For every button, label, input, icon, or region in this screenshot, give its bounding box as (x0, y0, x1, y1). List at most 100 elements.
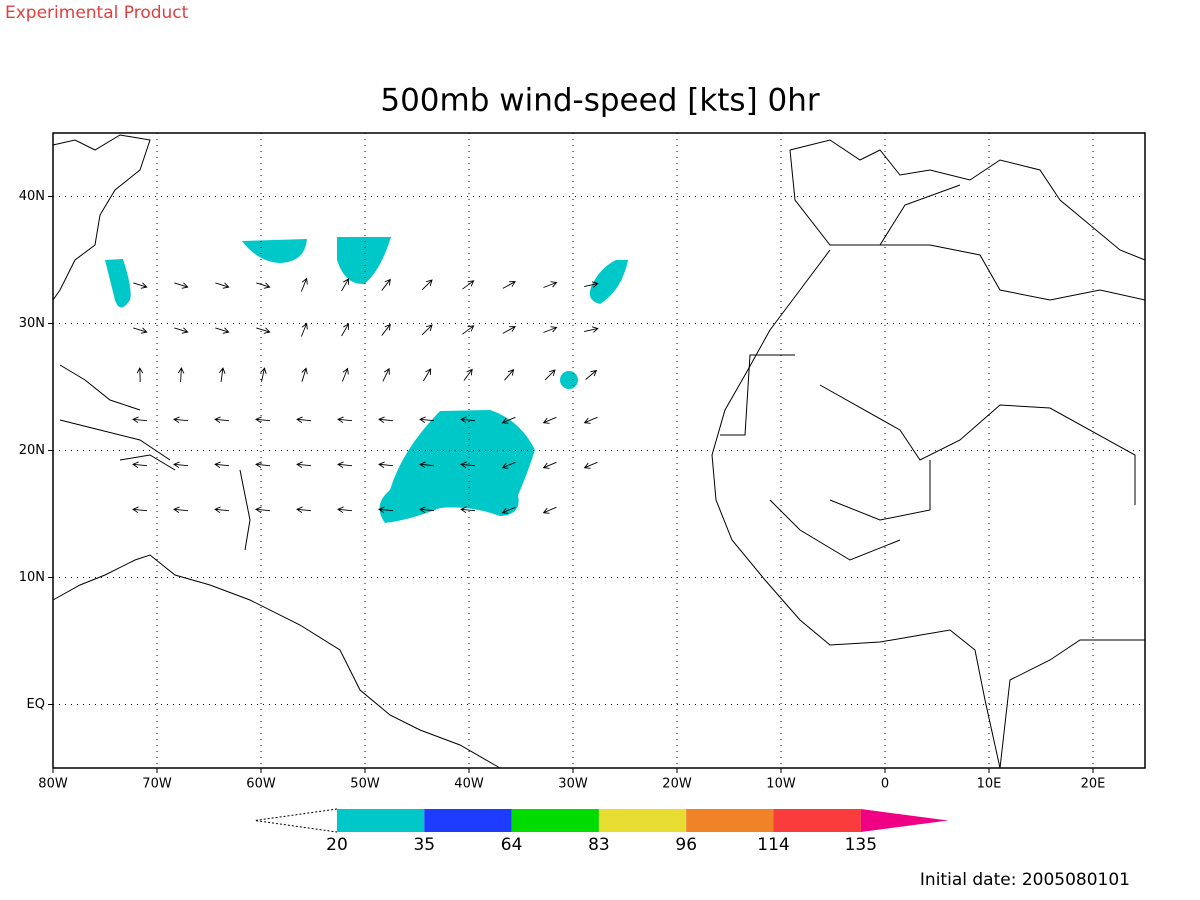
shade-region (379, 410, 535, 523)
wind-arrow (419, 416, 435, 424)
wind-arrow (543, 326, 558, 333)
x-tick-label: 50W (350, 777, 380, 792)
wind-arrow (544, 369, 556, 381)
colorbar-open-end (254, 808, 338, 833)
wind-arrow (173, 506, 189, 514)
wind-arrow (132, 506, 148, 514)
colorbar-label: 64 (501, 835, 523, 855)
wind-arrow (132, 416, 148, 424)
y-tick-label: 10N (19, 570, 45, 585)
wind-arrow (542, 416, 557, 424)
wind-arrow (382, 367, 390, 382)
wind-arrow (462, 280, 475, 290)
map-title: 500mb wind-speed [kts] 0hr (380, 83, 820, 119)
wind-arrow (133, 327, 148, 334)
wind-arrow (501, 461, 516, 469)
x-tick-label: 0 (881, 777, 889, 792)
colorbar-label: 114 (757, 835, 789, 855)
wind-arrow (460, 506, 476, 514)
wind-arrow (219, 367, 226, 382)
colorbar-label: 83 (588, 835, 610, 855)
product-note: Experimental Product (5, 3, 189, 23)
wind-arrow (584, 326, 599, 333)
wind-arrow (504, 368, 515, 381)
wind-arrow (378, 506, 394, 514)
x-tick-label: 20W (662, 777, 692, 792)
wind-arrow (174, 327, 189, 334)
wind-arrow (502, 326, 516, 334)
wind-arrow (341, 323, 349, 337)
x-tick-label: 20E (1081, 777, 1106, 792)
wind-arrow (256, 327, 271, 334)
wind-arrow (421, 324, 433, 336)
y-tick-label: 30N (19, 316, 45, 331)
wind-arrow (136, 367, 144, 383)
wind-arrow (381, 278, 391, 291)
wind-arrow (502, 281, 516, 289)
wind-arrow (337, 416, 353, 424)
wind-arrow (542, 461, 557, 469)
wind-arrow (460, 461, 476, 469)
wind-arrow (173, 416, 189, 424)
border (720, 354, 1145, 769)
wind-arrow (215, 327, 230, 334)
colorbar-box (424, 809, 512, 832)
wind-shading (105, 237, 628, 523)
wind-arrow (133, 282, 148, 289)
wind-arrow (501, 416, 516, 424)
wind-arrow (300, 277, 308, 292)
wind-arrow (460, 416, 476, 424)
colorbar-label: 20 (326, 835, 348, 855)
coastline (789, 139, 1146, 261)
x-tick-label: 30W (558, 777, 588, 792)
y-tick-label: 20N (19, 443, 45, 458)
initial-date: Initial date: 2005080101 (920, 870, 1130, 890)
wind-arrow (215, 282, 230, 289)
wind-arrow (173, 461, 189, 469)
wind-arrow (301, 367, 308, 382)
x-tick-label: 10W (766, 777, 796, 792)
wind-arrow (583, 461, 598, 469)
wind-arrow (260, 367, 267, 382)
colorbar-box (337, 809, 425, 832)
wind-arrow (585, 369, 598, 380)
shade-region (560, 371, 578, 389)
coastlines (52, 134, 1146, 769)
wind-arrow (296, 461, 312, 469)
wind-arrow (378, 416, 394, 424)
coastline (52, 554, 501, 769)
wind-arrow (422, 368, 432, 382)
wind-arrow (337, 461, 353, 469)
wind-arrow (542, 506, 557, 514)
wind-arrow (543, 281, 558, 288)
shade-region (589, 260, 628, 304)
colorbar-box (773, 809, 861, 832)
wind-arrow (296, 416, 312, 424)
wind-arrow (419, 461, 435, 469)
wind-arrow (421, 279, 433, 291)
wind-vectors (132, 277, 599, 514)
wind-arrow (584, 281, 599, 288)
wind-arrow (341, 367, 349, 382)
y-tick-label: 40N (19, 189, 45, 204)
coastline (52, 134, 151, 301)
colorbar-box (686, 809, 774, 832)
colorbar-box (598, 809, 687, 832)
coastline (711, 244, 1146, 769)
x-tick-label: 40W (454, 777, 484, 792)
wind-arrow (214, 506, 230, 514)
wind-arrow (337, 506, 353, 514)
wind-arrow (296, 506, 312, 514)
wind-arrow (256, 282, 271, 289)
wind-arrow (174, 282, 189, 289)
x-tick-label: 80W (38, 777, 68, 792)
wind-arrow (300, 322, 308, 337)
wind-arrow (583, 416, 598, 424)
wind-arrow (341, 278, 349, 292)
wind-arrow (501, 506, 516, 514)
coastline (59, 364, 251, 551)
wind-arrow (255, 416, 271, 424)
wind-arrow (462, 325, 475, 335)
wind-arrow (214, 416, 230, 424)
